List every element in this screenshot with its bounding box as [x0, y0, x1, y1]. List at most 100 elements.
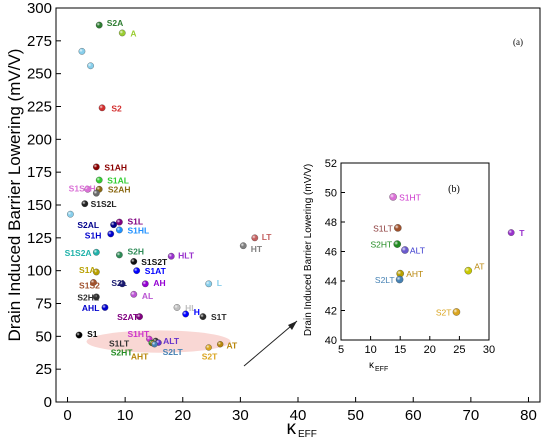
x-tick-label: 60	[405, 407, 422, 424]
data-point	[217, 341, 224, 348]
point-label: S1AL	[107, 176, 129, 186]
x-tick-label: 0	[63, 407, 71, 424]
data-point	[92, 293, 100, 301]
point-label: AHT	[131, 352, 149, 362]
inset-x-tick-label: 15	[394, 344, 406, 356]
x-tick-label: 80	[520, 407, 537, 424]
inset-point-label: S2LT	[375, 275, 395, 285]
data-point	[251, 234, 259, 242]
data-point	[95, 21, 103, 29]
point-label: A	[130, 28, 136, 38]
data-point	[173, 304, 181, 311]
point-label: LT	[262, 232, 273, 242]
inset-y-tick-label: 40	[325, 335, 337, 347]
inset-y-tick-label: 44	[325, 276, 337, 288]
point-label: S1S2L	[91, 199, 117, 209]
data-point	[92, 189, 100, 197]
data-point	[141, 280, 149, 288]
y-tick-label: 175	[27, 164, 52, 181]
data-point	[118, 280, 126, 288]
main-y-axis-title: Drain Induced Barrier Lowering (mV/V)	[5, 49, 24, 342]
y-tick-label: 50	[35, 328, 52, 345]
point-label: HL	[185, 303, 196, 313]
data-point	[205, 344, 212, 351]
data-point	[116, 226, 123, 234]
data-point	[151, 341, 158, 348]
point-label: S1	[87, 329, 98, 339]
point-label: S1S2A	[65, 248, 92, 258]
svg-text:κ: κ	[369, 360, 375, 371]
x-tick-label: 70	[463, 407, 480, 424]
y-tick-label: 0	[44, 394, 52, 411]
inset-point-label: S1HT	[399, 192, 421, 202]
point-label: S1S2T	[141, 257, 168, 267]
inset-x-axis: 5 10 15 20 25 30	[338, 336, 495, 356]
x-tick-label: 30	[232, 407, 249, 424]
data-point	[205, 280, 213, 288]
y-tick-label: 75	[35, 296, 52, 313]
point-label: S2HT	[111, 348, 134, 358]
y-tick-label: 25	[35, 361, 52, 378]
inset-x-tick-label: 20	[424, 344, 436, 356]
point-label: S2LT	[163, 347, 184, 357]
inset-data-point	[452, 308, 461, 316]
data-point	[75, 331, 83, 339]
point-label: S1HT	[127, 329, 150, 339]
inset-y-tick-label: 42	[325, 306, 337, 318]
svg-text:EFF: EFF	[375, 366, 388, 373]
point-label: S2	[111, 103, 122, 113]
point-label: S2AT	[117, 312, 139, 322]
data-point	[182, 310, 189, 318]
inset-point-label: S1LT	[373, 223, 393, 233]
inset-y-tick-label: 52	[325, 158, 337, 170]
point-label: S2AL	[77, 220, 99, 230]
point-label: S1HL	[127, 225, 149, 235]
data-point	[133, 267, 141, 275]
svg-text:EFF: EFF	[298, 429, 317, 438]
point-label: S2HL	[77, 292, 99, 302]
data-point	[87, 62, 94, 70]
point-label: AH	[153, 278, 165, 288]
inset-data-point	[401, 246, 409, 254]
data-point	[110, 221, 117, 229]
inset-x-axis-title: κ EFF	[369, 360, 388, 373]
inset-connector-arrow	[243, 320, 298, 367]
y-tick-label: 200	[27, 131, 52, 148]
point-label: AHL	[82, 303, 99, 313]
inset-panel-label: (b)	[448, 184, 460, 195]
point-label: S1H	[85, 231, 102, 241]
data-point	[92, 163, 100, 171]
inset-point-label: AHT	[406, 269, 423, 279]
data-point	[98, 104, 106, 112]
inset-y-tick-label: 48	[325, 217, 337, 229]
inset-point-label: ALT	[410, 246, 425, 256]
point-label: S1AH	[104, 162, 127, 172]
y-tick-label: 225	[27, 99, 52, 116]
data-point	[239, 242, 247, 250]
point-label: HT	[251, 244, 263, 254]
data-point	[116, 218, 123, 226]
data-point	[130, 290, 138, 298]
y-tick-label: 300	[27, 0, 52, 17]
inset-x-tick-label: 30	[483, 344, 495, 356]
inset-y-axis: 40 42 44 46 48 50 52	[325, 158, 345, 347]
inset-plot-frame	[340, 162, 490, 341]
point-label: AT	[227, 340, 239, 350]
inset-y-axis-title: Drain Induced Barrier Lowering (mV/V)	[303, 164, 314, 336]
data-point	[101, 304, 109, 311]
point-label: S2T	[202, 352, 218, 362]
point-label: S2A	[107, 18, 124, 28]
point-label: ALT	[163, 336, 180, 346]
point-label: S1AT	[145, 266, 167, 276]
inset-data-point	[394, 224, 402, 232]
point-label: L	[217, 278, 222, 288]
x-tick-label: 10	[117, 407, 134, 424]
x-tick-label: 20	[174, 407, 191, 424]
inset-y-tick-label: 46	[325, 247, 337, 259]
data-point	[67, 210, 74, 218]
data-point	[78, 47, 86, 55]
data-point	[81, 200, 89, 208]
